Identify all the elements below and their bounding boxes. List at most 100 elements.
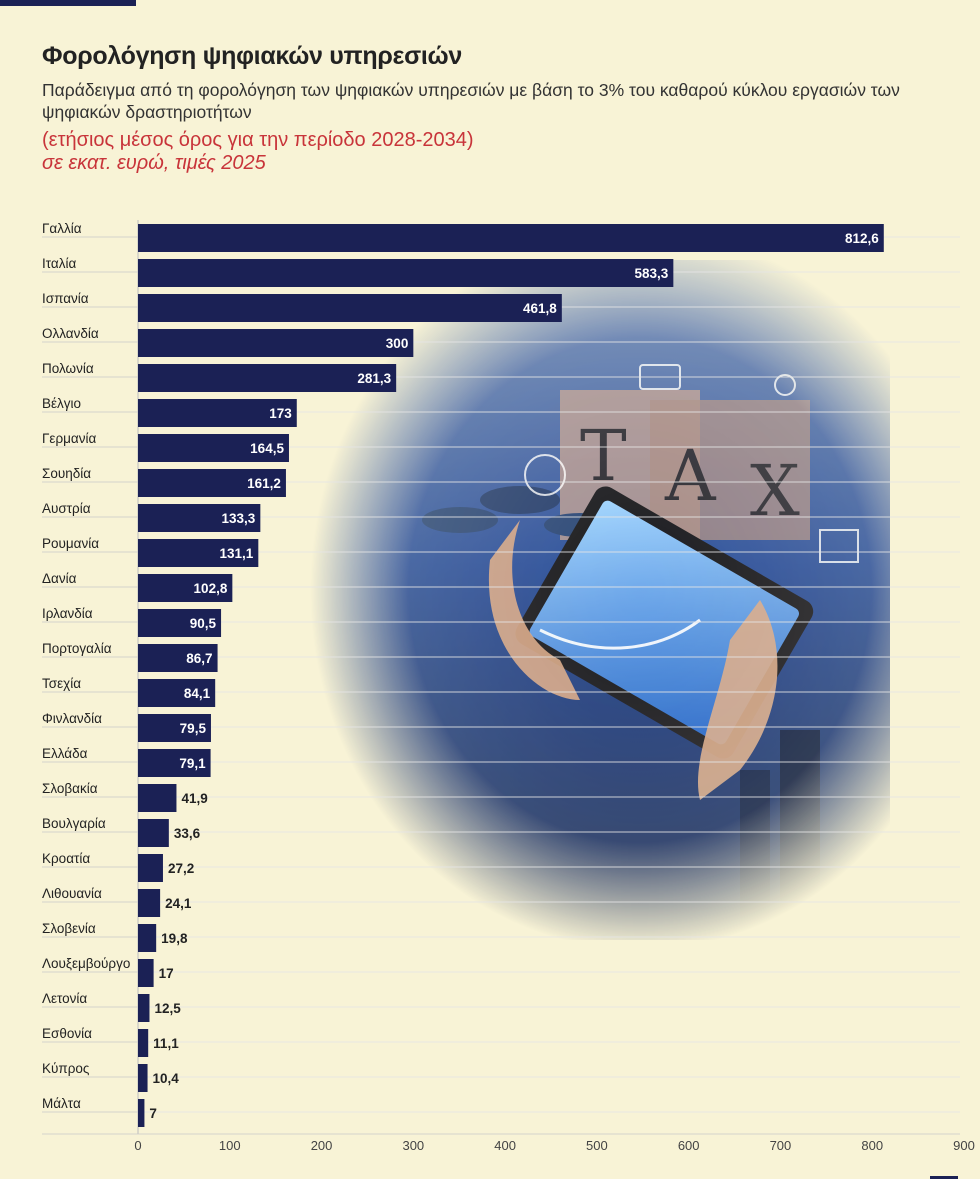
bar bbox=[138, 1064, 148, 1092]
value-label: 27,2 bbox=[168, 861, 194, 876]
value-label: 164,5 bbox=[250, 441, 284, 456]
value-label: 300 bbox=[386, 336, 409, 351]
category-label: Μάλτα bbox=[42, 1096, 81, 1111]
period-note: (ετήσιος μέσος όρος για την περίοδο 2028… bbox=[42, 129, 474, 151]
bar bbox=[138, 959, 154, 987]
bar bbox=[138, 679, 216, 707]
bar bbox=[138, 294, 562, 322]
category-label: Σλοβακία bbox=[42, 781, 98, 796]
category-label: Λετονία bbox=[42, 991, 87, 1006]
bar bbox=[138, 504, 261, 532]
svg-text:X: X bbox=[750, 450, 800, 532]
bar bbox=[138, 574, 233, 602]
value-label: 133,3 bbox=[222, 511, 256, 526]
value-label: 90,5 bbox=[190, 616, 217, 631]
category-label: Κροατία bbox=[42, 851, 90, 866]
category-label: Γαλλία bbox=[42, 221, 82, 236]
value-label: 12,5 bbox=[154, 1001, 181, 1016]
category-label: Πορτογαλία bbox=[42, 641, 112, 656]
bar bbox=[138, 924, 157, 952]
category-label: Εσθονία bbox=[42, 1026, 92, 1041]
value-label: 19,8 bbox=[161, 931, 188, 946]
x-tick-label: 700 bbox=[770, 1138, 792, 1153]
category-label: Ελλάδα bbox=[42, 746, 88, 761]
x-axis-ticks: 0 100 200 300 400 500 600 700 800 900 bbox=[134, 1138, 974, 1153]
bar bbox=[138, 714, 211, 742]
category-label: Λιθουανία bbox=[42, 886, 102, 901]
x-tick-label: 100 bbox=[219, 1138, 241, 1153]
category-label: Σλοβενία bbox=[42, 921, 96, 936]
bar bbox=[138, 224, 884, 252]
value-label: 41,9 bbox=[181, 791, 207, 806]
x-tick-label: 500 bbox=[586, 1138, 608, 1153]
bar bbox=[138, 854, 163, 882]
bar bbox=[138, 434, 289, 462]
category-label: Λουξεμβούργο bbox=[42, 956, 130, 971]
value-label: 24,1 bbox=[165, 896, 192, 911]
chart-title: Φορολόγηση ψηφιακών υπηρεσιών bbox=[42, 42, 462, 70]
value-label: 173 bbox=[269, 406, 292, 421]
category-label: Ρουμανία bbox=[42, 536, 99, 551]
bar bbox=[138, 889, 161, 917]
category-labels: Γαλλία Ιταλία Ισπανία Ολλανδία Πολωνία Βέλγιο… bbox=[42, 221, 130, 1111]
chart-header: Φορολόγηση ψηφιακών υπηρεσιών Παράδειγμα… bbox=[42, 42, 942, 175]
value-label: 131,1 bbox=[220, 546, 254, 561]
category-label: Σουηδία bbox=[42, 466, 91, 481]
bar bbox=[138, 539, 259, 567]
svg-text:T: T bbox=[580, 415, 627, 497]
category-label: Γερμανία bbox=[42, 431, 96, 446]
value-label: 281,3 bbox=[357, 371, 391, 386]
category-label: Ισπανία bbox=[42, 291, 89, 306]
category-label: Τσεχία bbox=[42, 676, 81, 691]
value-label: 812,6 bbox=[845, 231, 879, 246]
category-label: Ιταλία bbox=[42, 256, 76, 271]
x-tick-label: 200 bbox=[311, 1138, 333, 1153]
x-tick-label: 800 bbox=[861, 1138, 883, 1153]
bar bbox=[138, 329, 414, 357]
value-label: 7 bbox=[149, 1106, 157, 1121]
category-label: Κύπρος bbox=[42, 1061, 90, 1076]
value-label: 461,8 bbox=[523, 301, 557, 316]
value-label: 10,4 bbox=[153, 1071, 180, 1086]
tax-digital-tablet-photo: T A X bbox=[300, 260, 890, 940]
bar bbox=[138, 364, 397, 392]
bottom-accent-mark bbox=[930, 1176, 958, 1179]
value-label: 161,2 bbox=[247, 476, 281, 491]
value-label: 17 bbox=[159, 966, 174, 981]
value-label: 11,1 bbox=[153, 1036, 179, 1051]
chart-subtitle: Παράδειγμα από τη φορολόγηση των ψηφιακώ… bbox=[42, 80, 900, 122]
top-accent-strip bbox=[0, 0, 136, 6]
bar bbox=[138, 819, 169, 847]
svg-text:A: A bbox=[664, 435, 717, 517]
bar bbox=[138, 749, 211, 777]
x-tick-label: 300 bbox=[402, 1138, 424, 1153]
category-label: Αυστρία bbox=[42, 501, 91, 516]
bar bbox=[138, 1029, 149, 1057]
category-label: Φινλανδία bbox=[42, 711, 102, 726]
bar bbox=[138, 1099, 145, 1127]
bars bbox=[138, 224, 884, 1127]
value-label: 86,7 bbox=[186, 651, 212, 666]
units-note: σε εκατ. ευρώ, τιμές 2025 bbox=[42, 152, 266, 174]
category-label: Ιρλανδία bbox=[42, 606, 93, 621]
x-tick-label: 400 bbox=[494, 1138, 516, 1153]
x-tick-label: 0 bbox=[134, 1138, 141, 1153]
value-label: 583,3 bbox=[635, 266, 669, 281]
value-label: 102,8 bbox=[194, 581, 228, 596]
category-label: Βέλγιο bbox=[42, 396, 81, 411]
value-label: 84,1 bbox=[184, 686, 211, 701]
category-label: Πολωνία bbox=[42, 361, 94, 376]
value-label: 79,1 bbox=[179, 756, 206, 771]
bar bbox=[138, 784, 177, 812]
value-label: 33,6 bbox=[174, 826, 201, 841]
category-label: Ολλανδία bbox=[42, 326, 99, 341]
value-labels: 812,6 583,3 461,8 300 281,3 173 164,5 161,2 133,… bbox=[149, 231, 879, 1121]
category-label: Δανία bbox=[42, 571, 77, 586]
x-tick-label: 600 bbox=[678, 1138, 700, 1153]
bar bbox=[138, 259, 674, 287]
bar bbox=[138, 399, 297, 427]
value-label: 79,5 bbox=[180, 721, 207, 736]
category-label: Βουλγαρία bbox=[42, 816, 106, 831]
bar bbox=[138, 469, 286, 497]
